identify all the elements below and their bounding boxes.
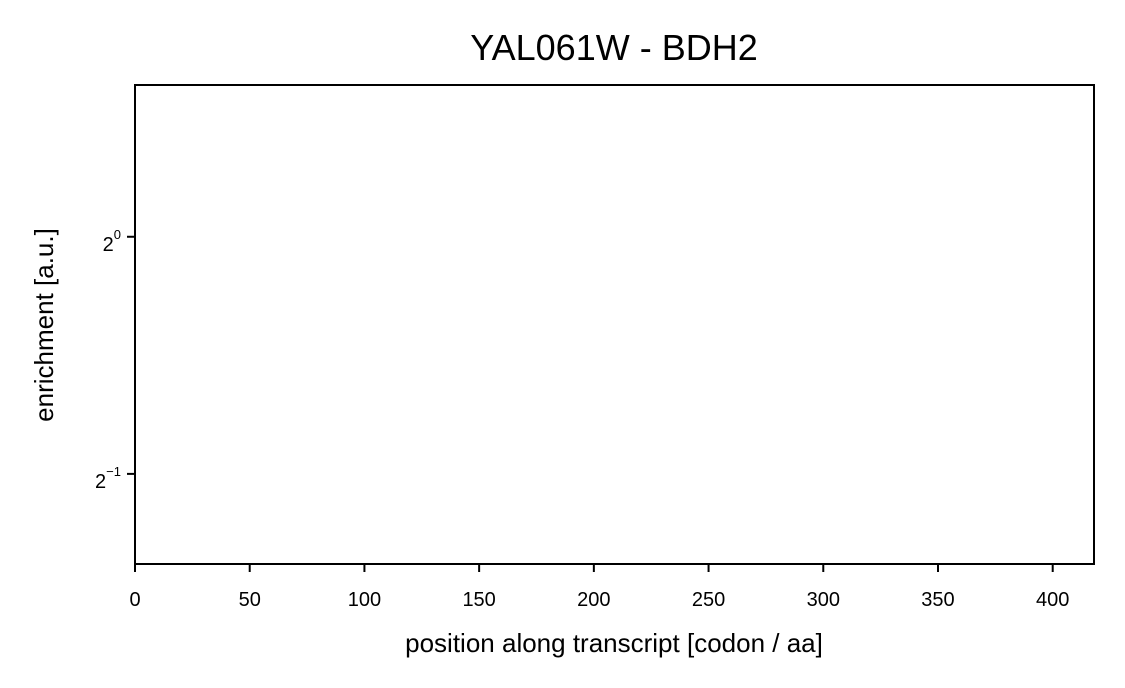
x-tick-label: 400 [1036, 589, 1069, 611]
x-tick-label: 350 [921, 589, 954, 611]
x-tick-label: 250 [692, 589, 725, 611]
chart-title: YAL061W - BDH2 [470, 27, 757, 68]
x-tick-label: 150 [462, 589, 495, 611]
x-axis-label: position along transcript [codon / aa] [405, 628, 823, 658]
x-tick-label: 50 [239, 589, 261, 611]
y-tick-label: 2−1 [95, 464, 121, 493]
y-tick-label: 20 [103, 227, 121, 256]
x-tick-label: 0 [129, 589, 140, 611]
plot-area [134, 84, 1095, 565]
x-tick-label: 100 [348, 589, 381, 611]
x-axis: 0 50 100 150 200 250 300 350 400 [129, 564, 1069, 611]
y-axis: 202−1 [95, 227, 135, 493]
y-tick-base: 2 [103, 234, 114, 256]
plot-frame [134, 84, 1095, 565]
y-tick-exponent: −1 [106, 464, 121, 479]
x-tick-label: 300 [807, 589, 840, 611]
y-axis-label: enrichment [a.u.] [29, 228, 59, 422]
y-tick-exponent: 0 [114, 227, 121, 242]
x-tick-label: 200 [577, 589, 610, 611]
y-tick-base: 2 [95, 471, 106, 493]
